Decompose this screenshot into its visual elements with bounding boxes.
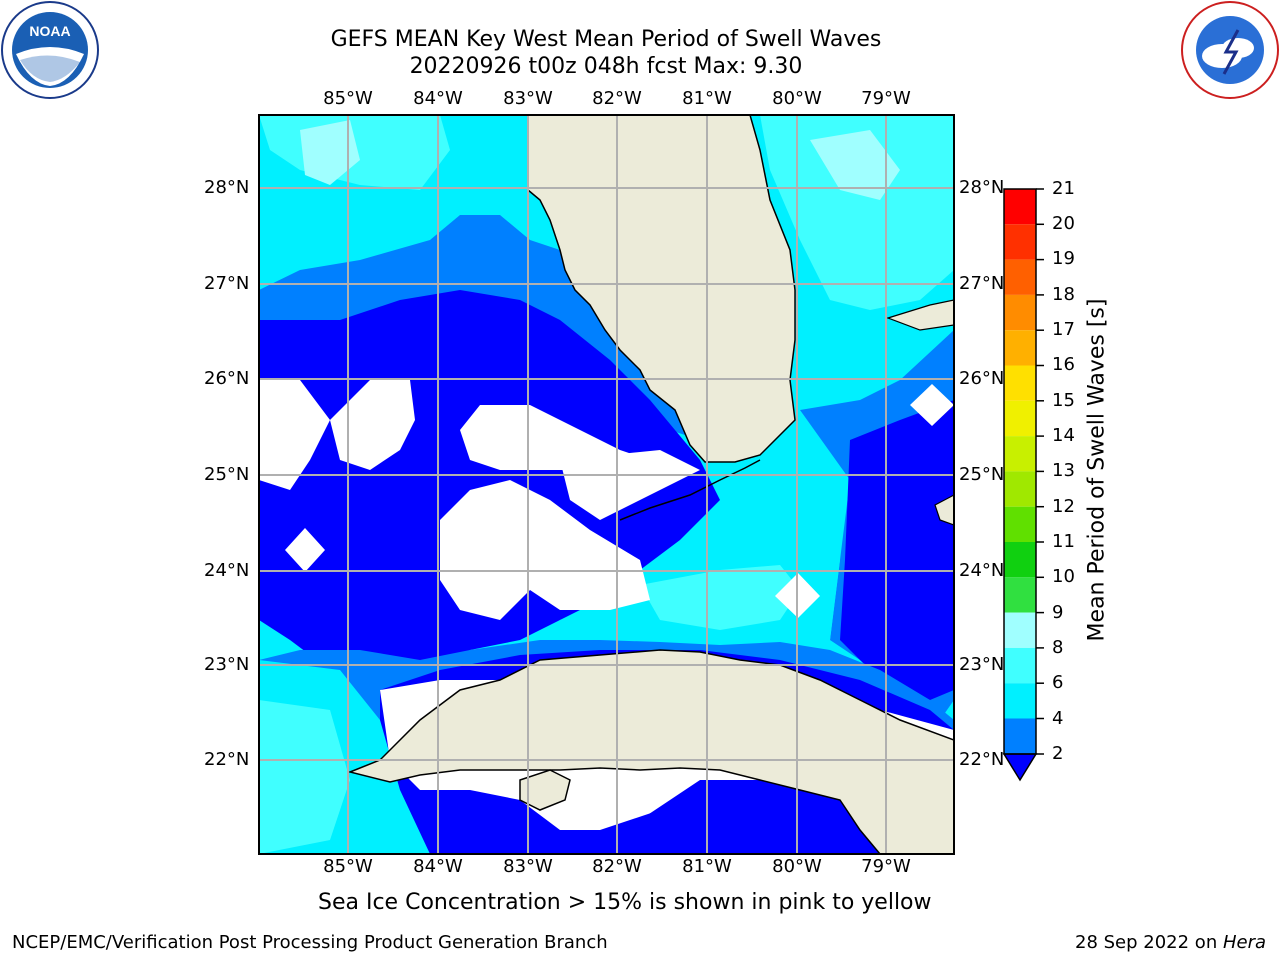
lat-label-left: 25°N [204,464,250,485]
colorbar-segment [1004,224,1036,260]
lon-label-bottom: 85°W [323,856,373,877]
lat-label-right: 25°N [959,464,1005,485]
colorbar-title: Mean Period of Swell Waves [s] [1084,298,1110,642]
lon-label-top: 80°W [772,88,822,109]
colorbar-tick-label: 12 [1052,496,1075,517]
lon-label-bottom: 82°W [592,856,642,877]
lat-label-right: 26°N [959,368,1005,389]
colorbar-segment [1004,294,1036,331]
colorbar-tick-label: 13 [1052,460,1075,481]
colorbar-tick-label: 4 [1052,708,1064,729]
colorbar-tick-label: 19 [1052,248,1075,269]
lat-label-left: 26°N [204,368,250,389]
lon-label-bottom: 81°W [682,856,732,877]
lon-label-top: 85°W [323,88,373,109]
lat-label-left: 28°N [204,177,250,198]
footer-date-text: 28 Sep 2022 on [1075,932,1223,953]
colorbar-segment [1004,506,1036,542]
lat-label-right: 27°N [959,273,1005,294]
colorbar-segment [1004,400,1036,437]
colorbar-tick-label: 16 [1052,354,1075,375]
lon-label-bottom: 79°W [861,856,911,877]
lon-label-top: 83°W [503,88,553,109]
footer-date: 28 Sep 2022 on Hera [1075,932,1266,953]
colorbar-segment [1004,542,1036,578]
colorbar-segment [1004,436,1036,472]
lat-label-left: 24°N [204,560,250,581]
colorbar-tick-label: 11 [1052,531,1075,552]
colorbar-segment [1004,471,1036,507]
lat-label-right: 23°N [959,654,1005,675]
colorbar-tick-label: 9 [1052,602,1064,623]
footer-credit: NCEP/EMC/Verification Post Processing Pr… [12,932,608,953]
colorbar-segment [1004,365,1036,401]
lat-label-right: 22°N [959,749,1005,770]
map-subtitle: 20220926 t00z 048h fcst Max: 9.30 [409,54,803,79]
colorbar-tick-label: 2 [1052,743,1064,764]
colorbar-segment [1004,718,1036,754]
lat-label-left: 22°N [204,749,250,770]
colorbar-tick-label: 21 [1052,178,1075,199]
lat-label-left: 27°N [204,273,250,294]
footer-host: Hera [1222,932,1266,953]
colorbar-segment [1004,259,1036,295]
lon-label-top: 84°W [413,88,463,109]
lon-label-top: 79°W [861,88,911,109]
nws-logo [1181,1,1279,99]
colorbar-tick-label: 10 [1052,566,1075,587]
lon-label-top: 82°W [592,88,642,109]
colorbar-segment [1004,612,1036,648]
sea-ice-note: Sea Ice Concentration > 15% is shown in … [318,890,932,915]
lon-label-top: 81°W [682,88,732,109]
map-frame [258,114,955,855]
noaa-logo-text: NOAA [29,23,70,39]
colorbar-extend-arrow [1002,753,1038,782]
graticule [259,115,954,854]
colorbar-tick-label: 15 [1052,390,1075,411]
lon-label-bottom: 84°W [413,856,463,877]
colorbar-tick-label: 18 [1052,284,1075,305]
lat-label-left: 23°N [204,654,250,675]
colorbar-tick-label: 20 [1052,213,1075,234]
lat-label-right: 28°N [959,177,1005,198]
colorbar [1002,188,1044,782]
colorbar-segment [1004,330,1036,366]
colorbar-segment [1004,189,1036,225]
colorbar-tick-label: 17 [1052,319,1075,340]
lon-label-bottom: 80°W [772,856,822,877]
lon-label-bottom: 83°W [503,856,553,877]
colorbar-tick-label: 8 [1052,637,1064,658]
colorbar-segment [1004,683,1036,719]
colorbar-segment [1004,647,1036,684]
colorbar-tick-label: 14 [1052,425,1075,446]
colorbar-tick-label: 6 [1052,672,1064,693]
noaa-logo: NOAA [1,1,99,99]
lat-label-right: 24°N [959,560,1005,581]
colorbar-segment [1004,577,1036,613]
map-title: GEFS MEAN Key West Mean Period of Swell … [330,27,882,52]
